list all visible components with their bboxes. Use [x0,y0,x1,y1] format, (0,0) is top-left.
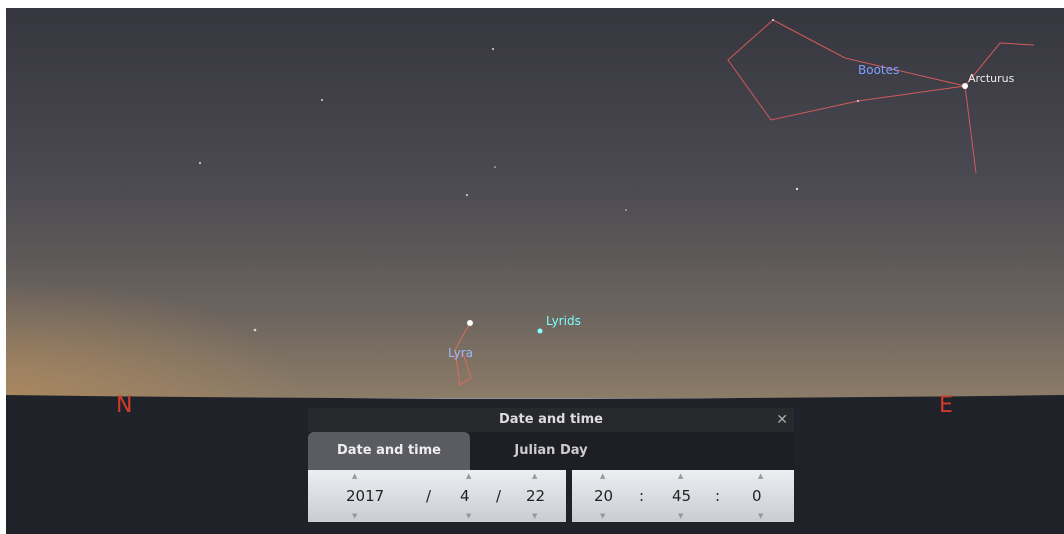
constellation-label: Bootes [858,63,899,77]
separator: / [426,487,432,505]
close-button[interactable]: ✕ [776,412,788,428]
minute-field[interactable]: 45 [672,487,692,505]
sky-glow [6,200,506,398]
spin-up[interactable]: ▲ [678,472,684,480]
fields: 2017 / 4 / 22 ▲ ▼ ▲ ▼ ▲ ▼ 20 : 45 : 0 ▲ ▼ ▲ ▼ ▲ ▼ [308,470,794,522]
day-field[interactable]: 22 [526,487,546,505]
constellation-label: Lyra [448,346,473,360]
meteor-shower-label: Lyrids [546,314,581,328]
second-field[interactable]: 0 [752,487,762,505]
spin-down[interactable]: ▼ [758,512,764,520]
tab[interactable]: Date and time [308,432,470,470]
spin-up[interactable]: ▲ [466,472,472,480]
hour-field[interactable]: 20 [594,487,614,505]
cardinal-label: N [116,393,132,418]
date-time-dialog: Date and time ✕ Date and time Julian Day … [308,408,794,522]
spin-down[interactable]: ▼ [352,512,358,520]
year-field[interactable]: 2017 [346,487,385,505]
tab-bar: Date and time Julian Day [308,432,794,470]
stars [199,19,968,334]
separator: : [715,487,721,505]
month-field[interactable]: 4 [460,487,470,505]
separator: / [496,487,502,505]
date-box: 2017 / 4 / 22 ▲ ▼ ▲ ▼ ▲ ▼ [308,470,566,522]
spin-up[interactable]: ▲ [600,472,606,480]
star-label: Arcturus [968,72,1015,85]
dialog-title: Date and time [498,412,603,427]
tab[interactable]: Julian Day [514,443,588,458]
spin-down[interactable]: ▼ [532,512,538,520]
spin-up[interactable]: ▲ [352,472,358,480]
spin-up[interactable]: ▲ [532,472,538,480]
separator: : [639,487,645,505]
spin-down[interactable]: ▼ [678,512,684,520]
spin-down[interactable]: ▼ [466,512,472,520]
dialog-title-bar: Date and time ✕ [308,408,794,432]
spin-down[interactable]: ▼ [600,512,606,520]
time-box: 20 : 45 : 0 ▲ ▼ ▲ ▼ ▲ ▼ [572,470,794,522]
cardinal-label: E [939,393,953,418]
spin-up[interactable]: ▲ [758,472,764,480]
